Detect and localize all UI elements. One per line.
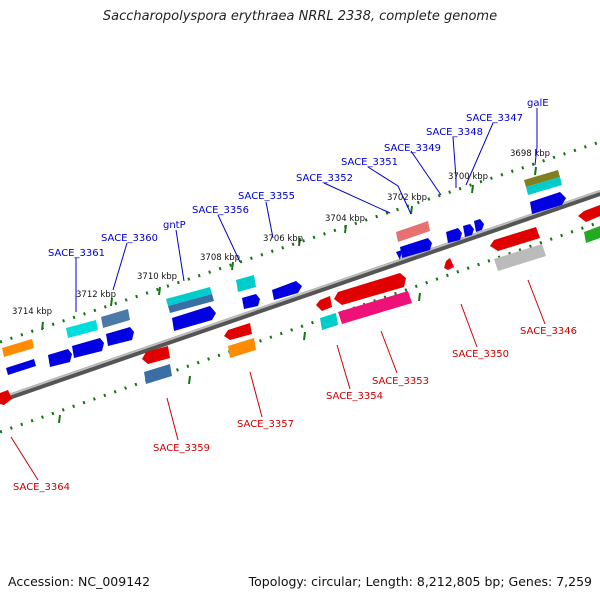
tick-label: 3708 kbp (200, 253, 240, 263)
gene-label[interactable]: SACE_3347 (466, 113, 523, 124)
reverse-gene-labels: SACE_3364 SACE_3359 SACE_3357 SACE_3354 … (13, 326, 577, 493)
gene-feature[interactable] (316, 296, 332, 311)
gene-feature[interactable] (524, 170, 560, 187)
tick-label: 3702 kbp (387, 193, 427, 203)
tick-label: 3712 kbp (76, 290, 116, 300)
gene-feature[interactable] (463, 224, 474, 237)
reverse-label-leaders (10, 279, 546, 481)
gene-label[interactable]: SACE_3355 (238, 191, 295, 202)
accession-text: Accession: NC_009142 (8, 574, 151, 589)
gene-feature[interactable] (530, 192, 566, 214)
gene-feature[interactable] (490, 227, 540, 251)
gene-feature[interactable] (320, 313, 338, 330)
gene-feature[interactable] (236, 275, 256, 292)
gene-feature[interactable] (48, 349, 72, 367)
gene-feature[interactable] (0, 390, 12, 405)
tick-label: 3710 kbp (137, 272, 177, 282)
gene-label[interactable]: SACE_3357 (237, 419, 294, 430)
gene-feature[interactable] (272, 281, 302, 300)
gene-feature[interactable] (338, 291, 412, 324)
gene-feature[interactable] (2, 339, 34, 357)
gene-feature[interactable] (396, 250, 402, 260)
gene-feature[interactable] (494, 244, 546, 271)
gene-label[interactable]: SACE_3350 (452, 349, 509, 360)
genome-summary-text: Topology: circular; Length: 8,212,805 bp… (248, 574, 592, 589)
forward-features (2, 170, 566, 375)
tick-label: 3714 kbp (12, 307, 52, 317)
gene-feature[interactable] (578, 205, 600, 222)
gene-feature[interactable] (474, 219, 484, 232)
gene-feature[interactable] (242, 294, 260, 309)
gene-feature[interactable] (444, 258, 454, 270)
gene-label[interactable]: SACE_3349 (384, 143, 441, 154)
tick-labels: 3714 kbp 3712 kbp 3710 kbp 3708 kbp 3706… (12, 149, 550, 317)
gene-label[interactable]: SACE_3360 (101, 233, 158, 244)
gene-label[interactable]: SACE_3364 (13, 482, 70, 493)
gene-feature[interactable] (334, 273, 406, 305)
gene-feature[interactable] (144, 364, 172, 384)
gene-feature[interactable] (101, 309, 130, 328)
gene-feature[interactable] (66, 320, 98, 338)
gene-label[interactable]: SACE_3352 (296, 173, 353, 184)
gene-label[interactable]: SACE_3356 (192, 205, 249, 216)
map-title: Saccharopolyspora erythraea NRRL 2338, c… (102, 9, 498, 24)
gene-label[interactable]: SACE_3348 (426, 127, 483, 138)
gene-feature[interactable] (168, 294, 214, 313)
gene-feature[interactable] (400, 238, 432, 258)
genome-backbone (0, 190, 600, 403)
gene-label[interactable]: SACE_3353 (372, 376, 429, 387)
gene-feature[interactable] (142, 346, 170, 364)
gene-feature[interactable] (228, 338, 256, 358)
gene-feature[interactable] (106, 327, 134, 346)
gene-label[interactable]: SACE_3361 (48, 248, 105, 259)
gene-feature[interactable] (584, 226, 600, 243)
tick-label: 3700 kbp (448, 172, 488, 182)
tick-label: 3698 kbp (510, 149, 550, 159)
tick-label: 3706 kbp (263, 234, 303, 244)
forward-gene-labels: SACE_3361 SACE_3360 gntP SACE_3356 SACE_… (48, 98, 549, 259)
reverse-features (0, 205, 600, 405)
gene-label[interactable]: galE (527, 98, 549, 109)
gene-feature[interactable] (166, 287, 212, 306)
reverse-tick-track (0, 220, 600, 434)
gene-feature[interactable] (6, 359, 36, 375)
gene-label[interactable]: gntP (163, 220, 186, 231)
gene-feature[interactable] (446, 228, 462, 243)
gene-feature[interactable] (526, 177, 562, 195)
forward-label-leaders (75, 108, 538, 312)
gene-feature[interactable] (72, 338, 104, 358)
tick-label: 3704 kbp (325, 214, 365, 224)
gene-label[interactable]: SACE_3346 (520, 326, 577, 337)
gene-label[interactable]: SACE_3351 (341, 157, 398, 168)
major-ticks (41, 166, 537, 424)
gene-label[interactable]: SACE_3354 (326, 391, 383, 402)
gene-feature[interactable] (172, 306, 216, 331)
gene-feature[interactable] (224, 323, 252, 340)
gene-feature[interactable] (396, 221, 430, 242)
gene-label[interactable]: SACE_3359 (153, 443, 210, 454)
